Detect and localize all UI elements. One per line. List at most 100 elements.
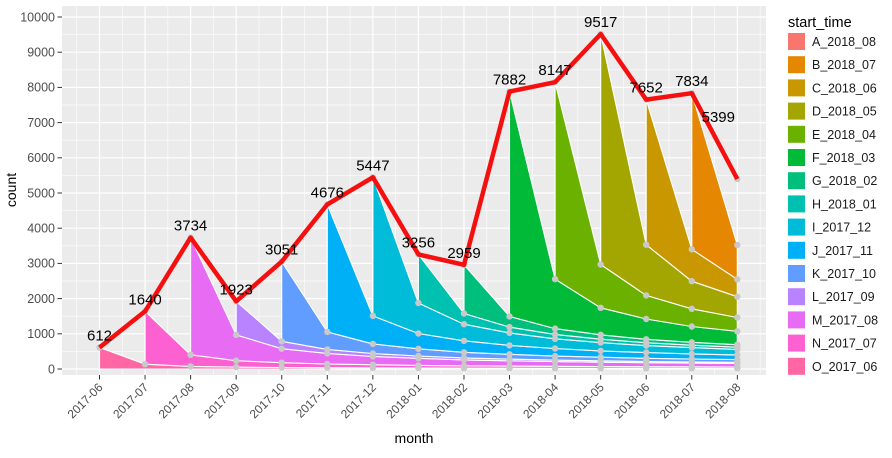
legend-swatch-F_2018_03 xyxy=(788,149,805,166)
stack-point xyxy=(597,261,604,268)
legend-label: G_2018_02 xyxy=(812,174,877,188)
legend-item-K_2017_10: K_2017_10 xyxy=(788,265,876,282)
total-label: 2959 xyxy=(447,245,480,262)
total-line xyxy=(98,31,740,350)
legend-label: K_2017_10 xyxy=(812,267,876,281)
stack-point xyxy=(506,323,513,331)
legend-label: N_2017_07 xyxy=(812,337,877,351)
total-label: 9517 xyxy=(584,14,617,31)
y-tick-label: 7000 xyxy=(27,116,55,130)
y-tick-label: 9000 xyxy=(27,46,55,60)
stack-point xyxy=(688,305,695,312)
stack-point xyxy=(551,275,559,283)
y-tick-label: 10000 xyxy=(20,10,55,24)
legend-item-A_2018_08: A_2018_08 xyxy=(788,33,876,50)
stack-point xyxy=(688,323,695,330)
y-tick-label: 2000 xyxy=(27,292,55,306)
y-tick-label: 5000 xyxy=(27,186,55,200)
stack-point xyxy=(506,329,513,337)
stack-point xyxy=(415,299,422,307)
total-label: 3734 xyxy=(174,218,207,235)
stack-point xyxy=(688,246,695,253)
total-label: 3256 xyxy=(402,234,435,251)
x-axis-title: month xyxy=(395,430,434,446)
stack-point xyxy=(506,342,513,349)
legend-item-E_2018_04: E_2018_04 xyxy=(788,125,876,143)
stack-point xyxy=(415,330,422,337)
stack-point xyxy=(278,345,285,352)
legend-swatch-M_2017_08 xyxy=(788,311,805,329)
stack-point xyxy=(688,355,695,363)
stack-point xyxy=(688,350,695,358)
stack-point xyxy=(734,351,741,359)
stack-point xyxy=(551,352,559,360)
legend-item-H_2018_01: H_2018_01 xyxy=(788,195,877,213)
total-label: 7834 xyxy=(675,73,708,90)
stack-point xyxy=(734,328,741,335)
y-axis: 0 1000 2000 3000 4000 5000 6000 7000 8000 9000 100… xyxy=(20,10,62,376)
stack-point xyxy=(551,331,559,338)
stack-point xyxy=(460,321,468,328)
stack-point xyxy=(187,351,194,358)
stack-point xyxy=(506,362,513,370)
stack-point xyxy=(415,352,422,360)
y-tick-label: 6000 xyxy=(27,151,55,165)
stack-point xyxy=(233,331,240,339)
y-tick-label: 3000 xyxy=(27,257,55,271)
stack-point xyxy=(597,331,604,338)
stack-point xyxy=(734,341,741,348)
stack-point xyxy=(324,346,331,353)
stack-point xyxy=(734,356,741,363)
stack-point xyxy=(688,278,695,285)
total-label: 5399 xyxy=(702,109,735,126)
stack-point xyxy=(369,312,377,320)
total-label: 1923 xyxy=(220,281,253,298)
legend-swatch-J_2017_11 xyxy=(788,241,805,259)
legend-label: C_2018_06 xyxy=(812,81,877,95)
stack-point xyxy=(369,361,377,368)
legend-swatch-D_2018_05 xyxy=(788,102,805,120)
total-label: 7882 xyxy=(493,72,526,89)
stack-point xyxy=(551,335,559,342)
stack-point xyxy=(643,292,650,299)
legend-label: M_2017_08 xyxy=(812,313,878,327)
stack-point xyxy=(734,241,741,249)
stack-point xyxy=(688,339,695,346)
total-label: 4676 xyxy=(311,184,344,201)
stack-point xyxy=(278,338,285,345)
legend-label: H_2018_01 xyxy=(812,197,877,211)
legend-item-B_2018_07: B_2018_07 xyxy=(788,56,876,74)
y-axis-title: count xyxy=(3,173,19,207)
stack-point xyxy=(551,363,559,370)
legend-label: J_2017_11 xyxy=(812,244,873,258)
stack-point xyxy=(460,349,468,356)
stack-point xyxy=(506,313,513,320)
stack-point xyxy=(460,354,468,362)
stack-point xyxy=(643,336,650,343)
stack-point xyxy=(506,351,513,358)
stack-point xyxy=(324,360,331,368)
legend-swatch-A_2018_08 xyxy=(788,33,805,50)
legend-swatch-K_2017_10 xyxy=(788,265,805,282)
legend-swatch-B_2018_07 xyxy=(788,56,805,74)
legend-swatch-N_2017_07 xyxy=(788,334,805,352)
stack-point xyxy=(506,355,513,363)
legend-item-D_2018_05: D_2018_05 xyxy=(788,102,877,120)
legend-label: F_2018_03 xyxy=(812,151,875,165)
legend-item-L_2017_09: L_2017_09 xyxy=(788,288,875,306)
legend-label: E_2018_04 xyxy=(812,128,876,142)
total-label: 7652 xyxy=(630,80,663,97)
legend-swatch-E_2018_04 xyxy=(788,125,805,143)
total-label: 8147 xyxy=(538,62,571,79)
legend-title: start_time xyxy=(788,15,852,31)
stack-point xyxy=(460,310,468,317)
total-labels: 612 1640 3734 1923 3051 4676 5447 3256 2959 7882 8… xyxy=(87,14,735,345)
legend-label: O_2017_06 xyxy=(812,360,877,374)
stack-point xyxy=(278,359,285,366)
y-tick-label: 1000 xyxy=(27,327,55,341)
stack-point xyxy=(643,355,650,362)
legend-swatch-G_2018_02 xyxy=(788,172,805,190)
legend-item-J_2017_11: J_2017_11 xyxy=(788,241,873,259)
